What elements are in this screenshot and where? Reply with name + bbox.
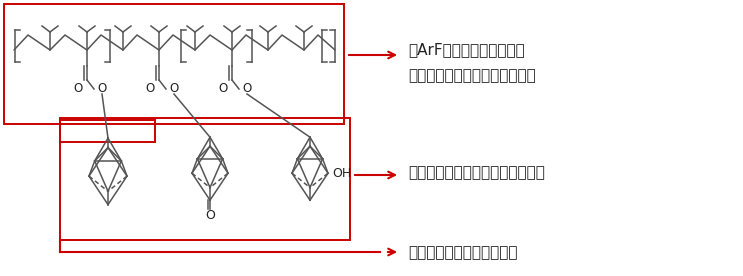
Text: OH: OH — [332, 167, 351, 180]
Text: O: O — [205, 209, 215, 222]
Text: O: O — [169, 83, 178, 95]
Bar — [4, 4, 344, 124]
Text: O: O — [146, 83, 155, 95]
Text: ・酸による分解を促進する: ・酸による分解を促進する — [408, 245, 518, 260]
Text: O: O — [74, 83, 82, 95]
Text: O: O — [242, 83, 252, 95]
Text: ・ArF光源に対する透明性: ・ArF光源に対する透明性 — [408, 42, 525, 57]
Bar — [60, 120, 155, 142]
Bar — [60, 118, 350, 240]
Text: O: O — [218, 83, 227, 95]
Text: ・エッチング耐性（脂環式構造）: ・エッチング耐性（脂環式構造） — [408, 165, 545, 180]
Text: ・脱保護後は現像液への溶解性: ・脱保護後は現像液への溶解性 — [408, 68, 536, 83]
Text: O: O — [97, 83, 107, 95]
